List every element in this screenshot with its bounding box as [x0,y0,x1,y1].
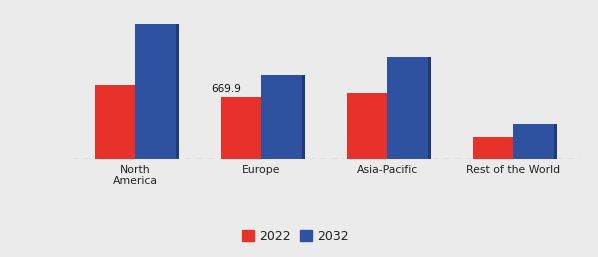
Bar [221,97,261,159]
Bar [98,85,138,159]
Bar [514,124,554,159]
Bar [261,76,301,159]
Bar [264,76,305,159]
Bar [347,93,388,159]
Bar [135,24,176,159]
Bar [476,136,517,159]
Legend: 2022, 2032: 2022, 2032 [239,227,352,245]
Bar [138,24,179,159]
Bar [224,97,264,159]
Bar [350,93,390,159]
Bar [95,85,135,159]
Bar [388,57,428,159]
Bar [517,124,557,159]
Bar [473,136,514,159]
Bar [390,57,431,159]
Text: 669.9: 669.9 [211,84,241,94]
